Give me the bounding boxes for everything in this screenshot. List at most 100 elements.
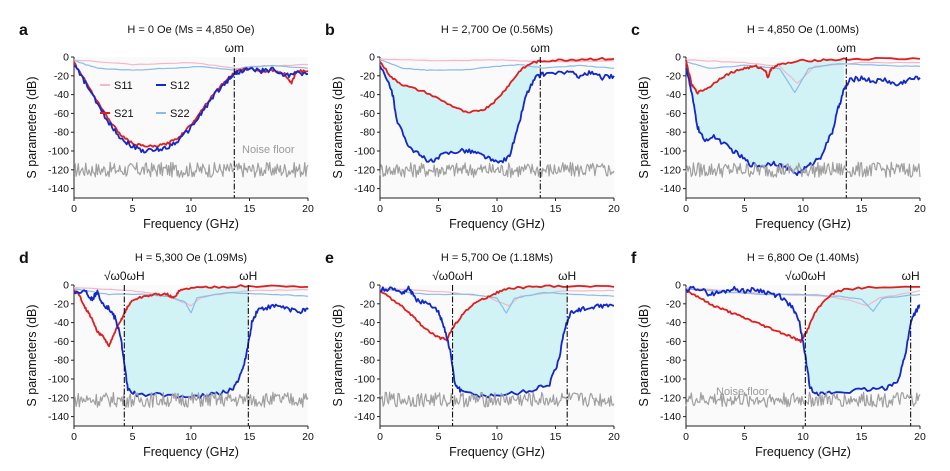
- y-tick-label: -140: [354, 411, 375, 423]
- y-tick-label: 0: [675, 280, 681, 292]
- marker-label: ωH: [558, 269, 576, 283]
- series-line-s22: [685, 61, 921, 93]
- series-line-s12: [73, 289, 309, 400]
- y-axis-label: S parameters (dB): [637, 76, 651, 178]
- y-tick-label: 0: [675, 52, 681, 64]
- series-line-s22: [379, 59, 615, 71]
- panel-letter: f: [631, 250, 637, 267]
- marker-label: √ω0ωH: [104, 269, 145, 283]
- y-tick-label: -40: [666, 317, 681, 329]
- x-tick-label: 0: [377, 203, 383, 215]
- band-gap-shade: [452, 285, 568, 396]
- marker-label: ωH: [239, 269, 257, 283]
- panel-title: H = 2,700 Oe (0.56Ms): [441, 24, 553, 36]
- x-tick-label: 5: [742, 431, 748, 443]
- x-tick-label: 0: [71, 203, 77, 215]
- x-tick-label: 15: [550, 431, 562, 443]
- y-tick-label: 0: [63, 52, 69, 64]
- y-tick-label: -120: [660, 392, 681, 404]
- panel-letter: c: [631, 22, 640, 39]
- series-line-noise: [379, 391, 615, 408]
- marker-label: √ω0ωH: [785, 269, 826, 283]
- series-line-noise: [685, 391, 921, 408]
- y-tick-label: -20: [54, 70, 69, 82]
- panel-e: -140 -120 -100 -80 -60 -40 -20 0 0 5 10 15 20 Frequen…: [325, 250, 620, 459]
- y-tick-label: -60: [360, 108, 375, 120]
- x-tick-label: 0: [71, 431, 77, 443]
- series-line-s12: [685, 285, 921, 397]
- y-axis-label: S parameters (dB): [25, 76, 39, 178]
- panel-b: -140 -120 -100 -80 -60 -40 -20 0 0 5 10 15 20 Frequen…: [325, 22, 620, 231]
- marker-label: ωm: [225, 41, 244, 55]
- series-line-s12: [379, 65, 615, 164]
- x-tick-label: 20: [608, 203, 620, 215]
- y-tick-label: -80: [360, 355, 375, 367]
- x-tick-label: 5: [436, 203, 442, 215]
- x-tick-label: 0: [683, 431, 689, 443]
- y-tick-label: -140: [660, 411, 681, 423]
- series-line-s21: [379, 284, 615, 342]
- y-tick-label: -120: [660, 164, 681, 176]
- x-tick-label: 0: [377, 431, 383, 443]
- y-tick-label: -80: [360, 127, 375, 139]
- x-tick-label: 5: [130, 431, 136, 443]
- y-tick-label: -80: [666, 355, 681, 367]
- panel-title: H = 5,300 Oe (1.09Ms): [135, 252, 247, 264]
- legend-entry: S21: [114, 108, 134, 120]
- x-axis-label: Frequency (GHz): [143, 445, 239, 459]
- y-tick-label: 0: [369, 280, 375, 292]
- y-tick-label: -100: [48, 374, 69, 386]
- series-line-s11: [685, 59, 921, 84]
- panel-title: H = 6,800 Oe (1.40Ms): [747, 252, 859, 264]
- x-tick-label: 10: [185, 431, 197, 443]
- y-tick-label: -140: [660, 183, 681, 195]
- panel-letter: a: [19, 22, 28, 39]
- marker-label: ωm: [837, 41, 856, 55]
- x-tick-label: 5: [742, 203, 748, 215]
- panel-title: H = 4,850 Oe (1.00Ms): [747, 24, 859, 36]
- y-tick-label: -120: [354, 392, 375, 404]
- panel-a: -140 -120 -100 -80 -60 -40 -20 0 0 5 10 15 20 Frequen…: [19, 22, 314, 231]
- x-tick-label: 20: [914, 431, 926, 443]
- panel-f: -140 -120 -100 -80 -60 -40 -20 0 0 5 10 15 20 Frequen…: [631, 250, 926, 459]
- x-tick-label: 20: [608, 431, 620, 443]
- y-axis-label: S parameters (dB): [25, 304, 39, 406]
- series-line-s12: [73, 65, 309, 154]
- x-tick-label: 15: [550, 203, 562, 215]
- x-tick-label: 15: [856, 431, 868, 443]
- marker-label: ωm: [531, 41, 550, 55]
- y-tick-label: -100: [660, 146, 681, 158]
- legend-entry: S12: [170, 80, 190, 92]
- panel-c: -140 -120 -100 -80 -60 -40 -20 0 0 5 10 15 20 Frequen…: [631, 22, 926, 231]
- y-tick-label: -120: [48, 392, 69, 404]
- legend-entry: S11: [114, 80, 133, 92]
- y-tick-label: -40: [360, 317, 375, 329]
- marker-label: ωH: [902, 269, 920, 283]
- series-line-s21: [685, 285, 920, 343]
- x-axis-label: Frequency (GHz): [755, 445, 851, 459]
- band-gap-shade: [691, 59, 844, 173]
- y-tick-label: 0: [369, 52, 375, 64]
- series-line-s11: [73, 287, 309, 307]
- y-tick-label: -140: [48, 411, 69, 423]
- y-tick-label: -80: [54, 355, 69, 367]
- series-line-noise: [73, 161, 309, 178]
- x-tick-label: 20: [914, 203, 926, 215]
- series-line-s21: [379, 56, 615, 114]
- x-axis-label: Frequency (GHz): [143, 217, 239, 231]
- x-tick-label: 10: [797, 431, 809, 443]
- x-tick-label: 20: [302, 203, 314, 215]
- series-line-s12: [379, 285, 615, 399]
- y-tick-label: -60: [666, 108, 681, 120]
- panel-letter: e: [325, 250, 334, 267]
- y-axis-label: S parameters (dB): [637, 304, 651, 406]
- series-line-s22: [73, 288, 309, 314]
- series-line-noise: [73, 391, 309, 408]
- legend-entry: S22: [170, 108, 190, 120]
- y-tick-label: -60: [360, 336, 375, 348]
- y-tick-label: -120: [354, 164, 375, 176]
- y-tick-label: -20: [54, 298, 69, 310]
- y-tick-label: -100: [660, 374, 681, 386]
- x-tick-label: 5: [130, 203, 136, 215]
- y-tick-label: -40: [54, 89, 69, 101]
